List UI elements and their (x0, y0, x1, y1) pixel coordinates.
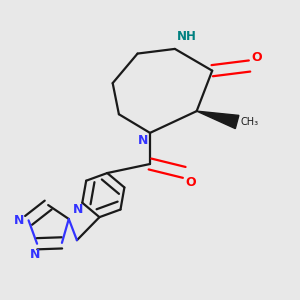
Text: N: N (73, 203, 83, 217)
Polygon shape (197, 111, 239, 129)
Text: O: O (251, 52, 262, 64)
Text: N: N (138, 134, 148, 147)
Text: NH: NH (176, 30, 196, 43)
Text: CH₃: CH₃ (240, 117, 258, 127)
Text: N: N (14, 214, 24, 227)
Text: O: O (186, 176, 196, 189)
Text: N: N (30, 248, 41, 261)
